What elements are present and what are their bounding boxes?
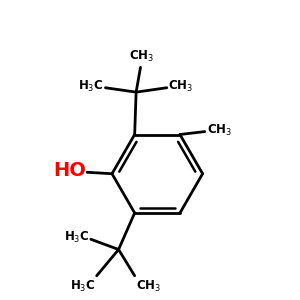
Text: CH$_3$: CH$_3$ <box>136 279 161 294</box>
Text: H$_3$C: H$_3$C <box>79 79 104 94</box>
Text: CH$_3$: CH$_3$ <box>168 79 194 94</box>
Text: H$_3$C: H$_3$C <box>64 230 89 245</box>
Text: H$_3$C: H$_3$C <box>70 279 95 294</box>
Text: CH$_3$: CH$_3$ <box>207 123 232 138</box>
Text: HO: HO <box>53 161 86 180</box>
Text: CH$_3$: CH$_3$ <box>129 49 155 64</box>
